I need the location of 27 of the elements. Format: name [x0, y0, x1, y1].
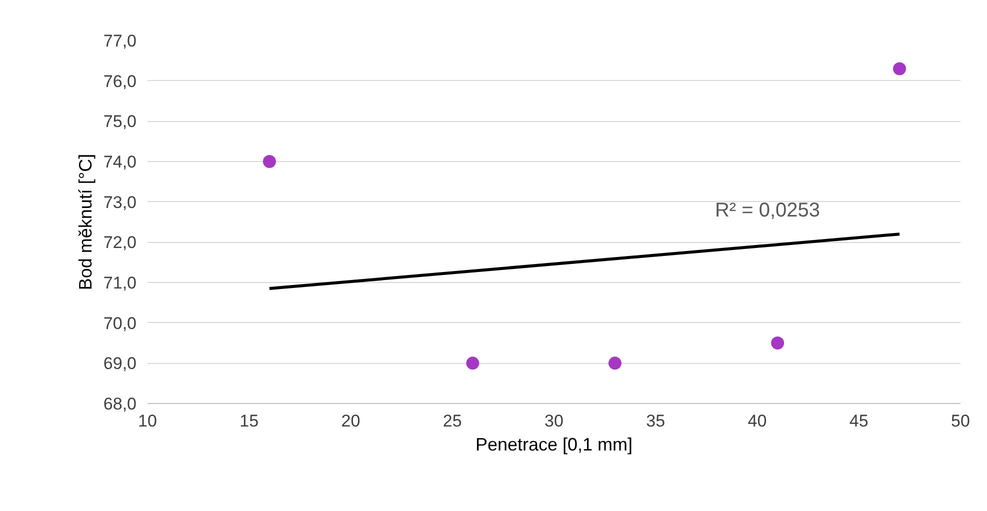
x-tick-label: 20	[341, 412, 360, 430]
y-tick-label: 75,0	[103, 112, 137, 132]
y-tick-label: 76,0	[103, 72, 137, 91]
x-tick-label: 30	[544, 412, 564, 430]
point	[893, 62, 906, 76]
y-tick-label: 72,0	[103, 233, 137, 252]
y-tick-label: 73,0	[103, 192, 137, 212]
x-tick-label: 25	[442, 412, 462, 430]
x-tick-label: 50	[951, 412, 970, 430]
y-tick-label: 69,0	[103, 354, 137, 374]
y-tick-label: 71,0	[103, 274, 137, 292]
point	[466, 356, 480, 370]
x-tick-label: 10	[138, 412, 157, 430]
annotation: R² = 0,0253	[714, 200, 820, 222]
x-axis-title: Penetrace [0,1 mm]	[475, 434, 633, 454]
y-tick-label: 77,0	[103, 32, 137, 50]
point	[262, 155, 276, 168]
x-tick-label: 45	[849, 412, 868, 430]
point	[771, 336, 784, 350]
x-tick-label: 35	[646, 412, 666, 430]
y-tick-label: 70,0	[103, 314, 137, 333]
y-tick-label: 74,0	[103, 152, 137, 172]
y-axis-title: Bod měknutí [°C]	[75, 154, 96, 290]
point	[608, 356, 622, 370]
x-tick-label: 40	[748, 412, 767, 430]
x-tick-label: 15	[240, 412, 259, 430]
y-tick-label: 68,0	[103, 394, 137, 414]
